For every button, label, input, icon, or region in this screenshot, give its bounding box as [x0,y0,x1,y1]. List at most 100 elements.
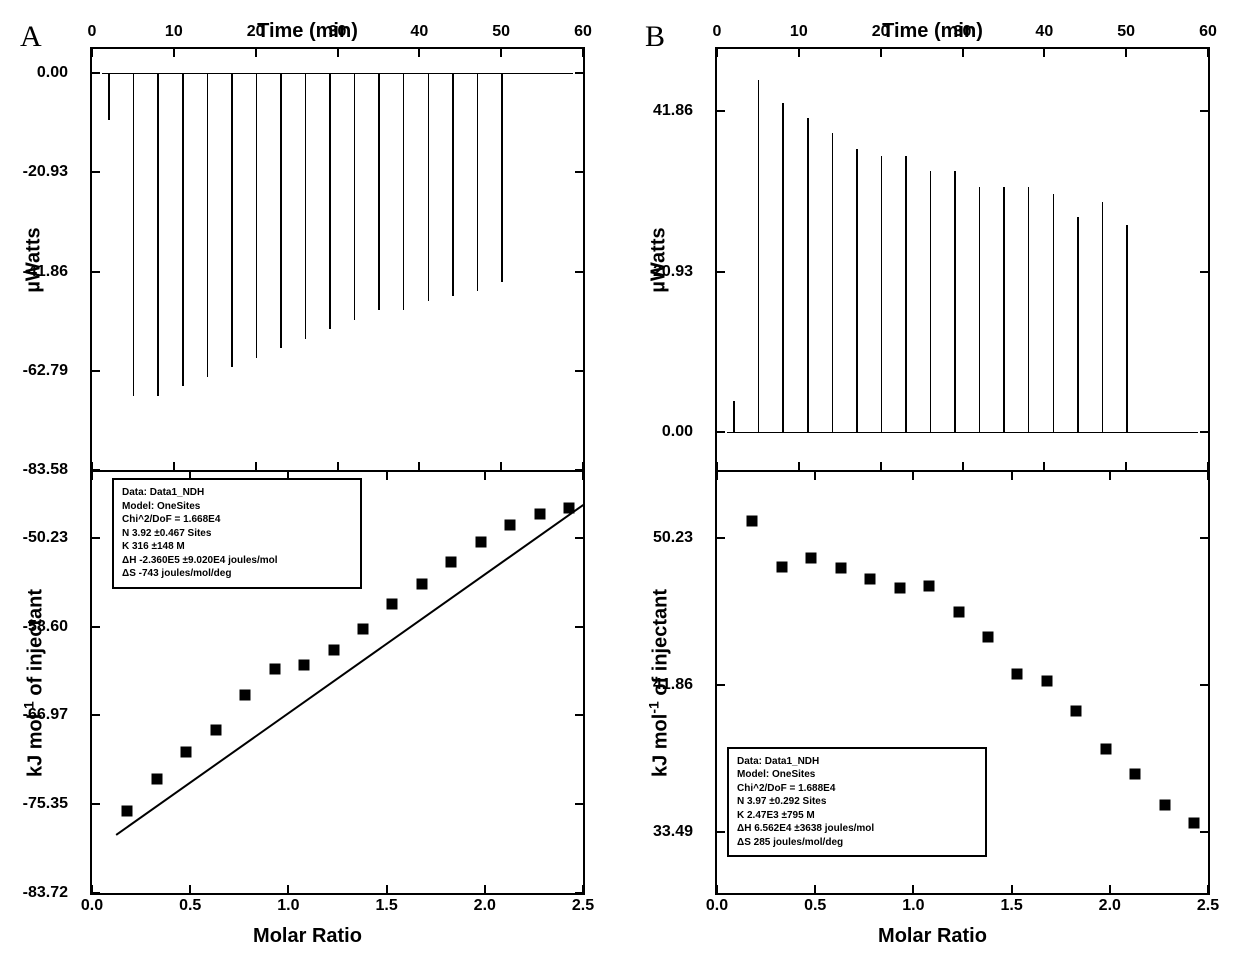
panel-a-thermogram: 0102030405060 0.00-20.93-41.86-62.79-83.… [90,47,585,472]
x-ticks-top: 0102030405060 [92,23,583,45]
injection-spike [1126,225,1128,432]
injection-spike [782,103,784,432]
x-ticks-bottom: 0.00.51.01.52.02.5 [717,897,1208,919]
y-tick-label: 0.00 [37,64,68,82]
y-tick-label: -83.58 [23,461,68,479]
x-tick-label: 1.5 [375,897,397,915]
y-tick-label: 0.00 [662,423,693,441]
data-marker [865,574,876,585]
panel-a-plot-stack: 0102030405060 0.00-20.93-41.86-62.79-83.… [90,47,585,895]
injection-spike [108,73,110,121]
injection-spike [133,73,135,396]
data-marker [1071,705,1082,716]
x-tick-label: 30 [329,23,347,41]
injection-spike [329,73,331,330]
panel-b-plot-stack: 0102030405060 0.0020.9341.86 µWatts 50.2… [715,47,1210,895]
legend-line: Model: OneSites [737,768,977,782]
x-tick-label: 20 [872,23,890,41]
data-marker [1130,768,1141,779]
legend-line: Chi^2/DoF = 1.688E4 [737,782,977,796]
x-tick-label: 50 [1117,23,1135,41]
injection-spike [501,73,503,282]
panel-a-legend: Data: Data1_NDHModel: OneSitesChi^2/DoF … [112,478,362,589]
injection-spike [256,73,258,358]
data-marker [1012,668,1023,679]
x-tick-label: 0 [713,23,722,41]
legend-line: ΔS -743 joules/mol/deg [122,567,352,581]
legend-line: N 3.97 ±0.292 Sites [737,795,977,809]
data-marker [924,581,935,592]
panel-a-bot-ylabel: kJ mol-1 of injectant [21,588,48,776]
baseline [727,432,1198,434]
data-marker [240,689,251,700]
injection-spike [157,73,159,396]
data-marker [269,664,280,675]
injection-spike [231,73,233,368]
panel-b-thermogram: 0102030405060 0.0020.9341.86 µWatts [715,47,1210,472]
y-tick-label: 33.49 [653,823,693,841]
x-tick-label: 0 [88,23,97,41]
x-tick-label: 10 [165,23,183,41]
data-marker [806,552,817,563]
injection-spike [403,73,405,311]
injection-spike [881,156,883,432]
x-tick-label: 60 [1199,23,1217,41]
data-marker [122,806,133,817]
legend-line: Data: Data1_NDH [737,755,977,769]
injection-spike [280,73,282,349]
legend-line: N 3.92 ±0.467 Sites [122,527,352,541]
data-marker [747,516,758,527]
x-tick-label: 0.0 [81,897,103,915]
panel-a-top-ylabel: µWatts [23,227,46,292]
x-tick-label: 30 [954,23,972,41]
injection-spike [733,401,735,432]
legend-line: Data: Data1_NDH [122,486,352,500]
y-tick-label: -83.72 [23,884,68,902]
y-tick-label: -50.23 [23,529,68,547]
panel-a-label: A [20,20,42,54]
panel-a-bot-xlabel: Molar Ratio [20,925,595,948]
data-marker [953,607,964,618]
panel-a-isotherm: -50.23-58.60-66.97-75.35-83.72 0.00.51.0… [90,472,585,895]
x-tick-label: 2.5 [1197,897,1219,915]
injection-spike [758,80,760,432]
y-tick-label: -75.35 [23,795,68,813]
panel-b-bot-xlabel: Molar Ratio [645,925,1220,948]
injection-spike [354,73,356,320]
x-tick-label: 0.0 [706,897,728,915]
data-marker [328,645,339,656]
data-marker [983,631,994,642]
x-tick-label: 20 [247,23,265,41]
data-marker [475,536,486,547]
injection-spike [1077,217,1079,431]
injection-spike [979,187,981,432]
injection-spike [807,118,809,432]
x-ticks-bottom: 0.00.51.01.52.02.5 [92,897,583,919]
data-marker [776,561,787,572]
injection-spike [452,73,454,296]
panel-b-label: B [645,20,665,54]
x-tick-label: 10 [790,23,808,41]
x-tick-label: 0.5 [804,897,826,915]
injection-spike [428,73,430,301]
panel-b-legend: Data: Data1_NDHModel: OneSitesChi^2/DoF … [727,747,987,858]
panel-b-top-ylabel: µWatts [648,227,671,292]
data-marker [1100,744,1111,755]
x-tick-label: 1.0 [277,897,299,915]
x-tick-label: 60 [574,23,592,41]
x-tick-label: 50 [492,23,510,41]
x-tick-label: 40 [1035,23,1053,41]
itc-figure: A Time (min) 0102030405060 0.00-20.93-41… [20,20,1220,948]
injection-spike [1003,187,1005,432]
injection-spike [477,73,479,292]
y-tick-label: -62.79 [23,362,68,380]
data-marker [1189,817,1200,828]
panel-b-isotherm: 50.2341.8633.49 0.00.51.01.52.02.5 kJ mo… [715,472,1210,895]
data-marker [416,579,427,590]
data-marker [1041,675,1052,686]
injection-spike [930,171,932,431]
data-marker [894,582,905,593]
injection-spike [905,156,907,432]
data-marker [446,557,457,568]
legend-line: K 2.47E3 ±795 M [737,809,977,823]
